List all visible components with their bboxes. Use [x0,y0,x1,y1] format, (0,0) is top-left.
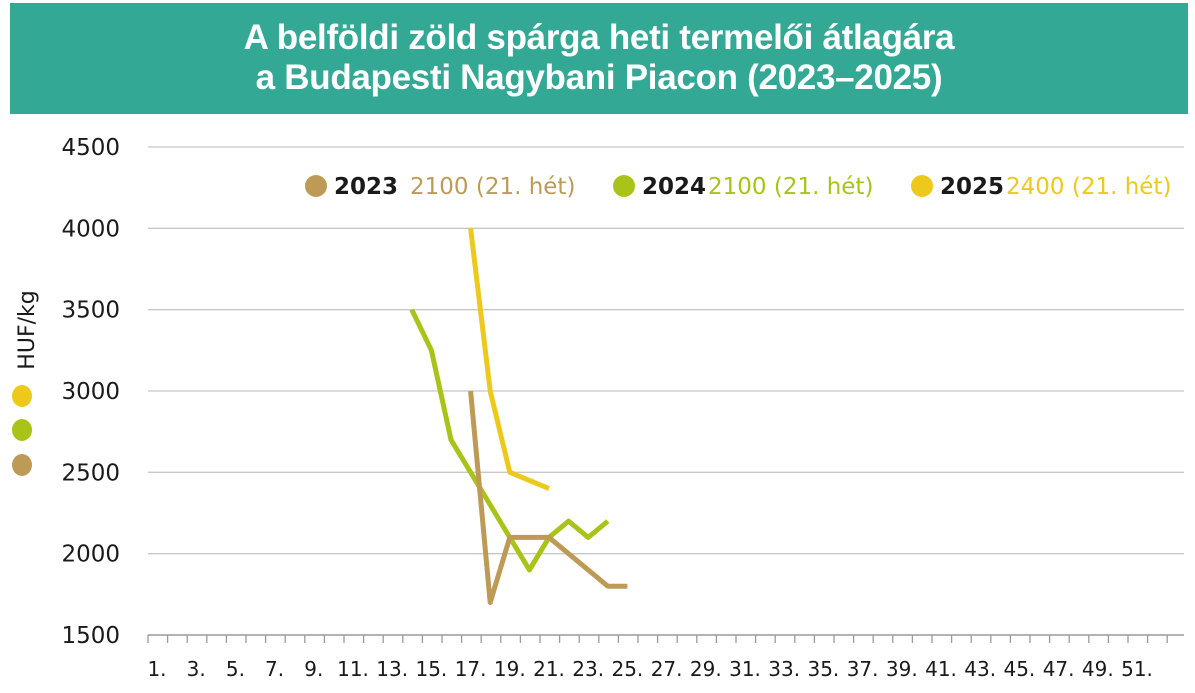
y-tick-label: 3500 [61,298,120,324]
x-tick-label: 43. [964,657,996,681]
chart-title-line1: A belföldi zöld spárga heti termelői átl… [243,18,955,57]
legend-note-2023: 2100 (21. hét) [410,174,575,200]
x-tick-label: 41. [925,657,957,681]
x-tick-label: 47. [1043,657,1075,681]
x-tick-label: 23. [572,657,604,681]
y-tick-label: 4000 [61,216,120,242]
x-tick-label: 3. [187,657,206,681]
x-tick-label: 9. [304,657,323,681]
x-tick-label: 45. [1003,657,1035,681]
side-markers [12,385,32,476]
legend-marker-2023 [305,175,327,197]
y-axis-label: HUF/kg [15,290,40,369]
chart-title-line2: a Budapesti Nagybani Piacon (2023–2025) [255,58,943,97]
y-tick-label: 1500 [61,623,120,649]
x-tick-label: 49. [1082,657,1114,681]
legend: 2023 2100 (21. hét) 2024 2100 (21. hét) 2025… [305,174,1171,200]
x-tick-label: 5. [226,657,245,681]
x-tick-label: 37. [847,657,879,681]
x-tick-label: 7. [265,657,284,681]
legend-marker-2024 [613,175,635,197]
x-tick-label: 15. [415,657,447,681]
x-tick-label: 31. [729,657,761,681]
side-marker-dot [12,419,32,441]
x-axis: 1. 3. 5. 7. 9. 11. 13. 15. 17. 19. 21. 23. 25. 27. 29.… [147,634,1184,681]
legend-marker-2025 [911,175,933,197]
legend-year-2024: 2024 [642,174,706,200]
series-lines [409,228,628,605]
y-tick-label: 4500 [61,135,120,161]
legend-note-2025: 2400 (21. hét) [1006,174,1171,200]
y-axis-ticks: 4500 4000 3500 3000 2500 2000 1500 [61,135,120,649]
x-tick-label: 35. [807,657,839,681]
x-tick-label: 33. [768,657,800,681]
side-marker-dot [12,385,32,407]
x-tick-label: 1. [147,657,166,681]
series-line-2023 [468,390,628,605]
series-line-2025 [468,228,550,491]
x-tick-label: 39. [886,657,918,681]
legend-note-2024: 2100 (21. hét) [708,174,873,200]
y-tick-label: 3000 [61,379,120,405]
x-tick-label: 27. [651,657,683,681]
x-tick-label: 21. [533,657,565,681]
side-marker-dot [12,454,32,476]
x-tick-label: 13. [376,657,408,681]
gridlines [148,146,1184,555]
y-tick-label: 2500 [61,460,120,486]
chart-title-banner: A belföldi zöld spárga heti termelői átl… [10,3,1188,114]
legend-year-2023: 2023 [334,174,398,200]
x-tick-label: 11. [337,657,369,681]
y-tick-label: 2000 [61,542,120,568]
series-line-2024 [409,308,610,573]
x-tick-label: 19. [494,657,526,681]
x-tick-label: 17. [455,657,487,681]
legend-year-2025: 2025 [940,174,1004,200]
x-tick-label: 29. [690,657,722,681]
x-tick-label: 51. [1121,657,1153,681]
x-tick-label: 25. [611,657,643,681]
